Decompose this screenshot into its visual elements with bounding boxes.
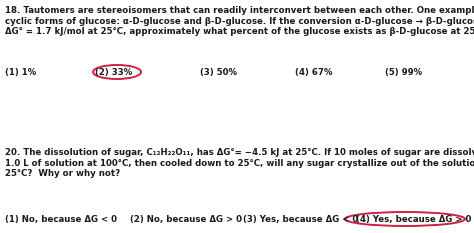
Text: (3) 50%: (3) 50% xyxy=(200,68,237,77)
Text: 18. Tautomers are stereoisomers that can readily interconvert between each other: 18. Tautomers are stereoisomers that can… xyxy=(5,6,474,15)
Text: (2) 33%: (2) 33% xyxy=(95,68,132,77)
Text: (4) 67%: (4) 67% xyxy=(295,68,332,77)
Text: (2) No, because ΔG > 0: (2) No, because ΔG > 0 xyxy=(130,215,242,224)
Text: 1.0 L of solution at 100°C, then cooled down to 25°C, will any sugar crystallize: 1.0 L of solution at 100°C, then cooled … xyxy=(5,158,474,168)
Text: 20. The dissolution of sugar, C₁₂H₂₂O₁₁, has ΔG°= −4.5 kJ at 25°C. If 10 moles o: 20. The dissolution of sugar, C₁₂H₂₂O₁₁,… xyxy=(5,148,474,157)
Text: cyclic forms of glucose: α-D-glucose and β-D-glucose. If the conversion α-D-gluc: cyclic forms of glucose: α-D-glucose and… xyxy=(5,17,474,25)
Text: ΔG° = 1.7 kJ/mol at 25°C, approximately what percent of the glucose exists as β-: ΔG° = 1.7 kJ/mol at 25°C, approximately … xyxy=(5,27,474,36)
Text: (1) No, because ΔG < 0: (1) No, because ΔG < 0 xyxy=(5,215,117,224)
Text: 25°C?  Why or why not?: 25°C? Why or why not? xyxy=(5,169,120,178)
Text: (4) Yes, because ΔG > 0: (4) Yes, because ΔG > 0 xyxy=(356,215,471,224)
Text: (1) 1%: (1) 1% xyxy=(5,68,36,77)
Text: (5) 99%: (5) 99% xyxy=(385,68,422,77)
Text: (3) Yes, because ΔG < 0: (3) Yes, because ΔG < 0 xyxy=(243,215,358,224)
